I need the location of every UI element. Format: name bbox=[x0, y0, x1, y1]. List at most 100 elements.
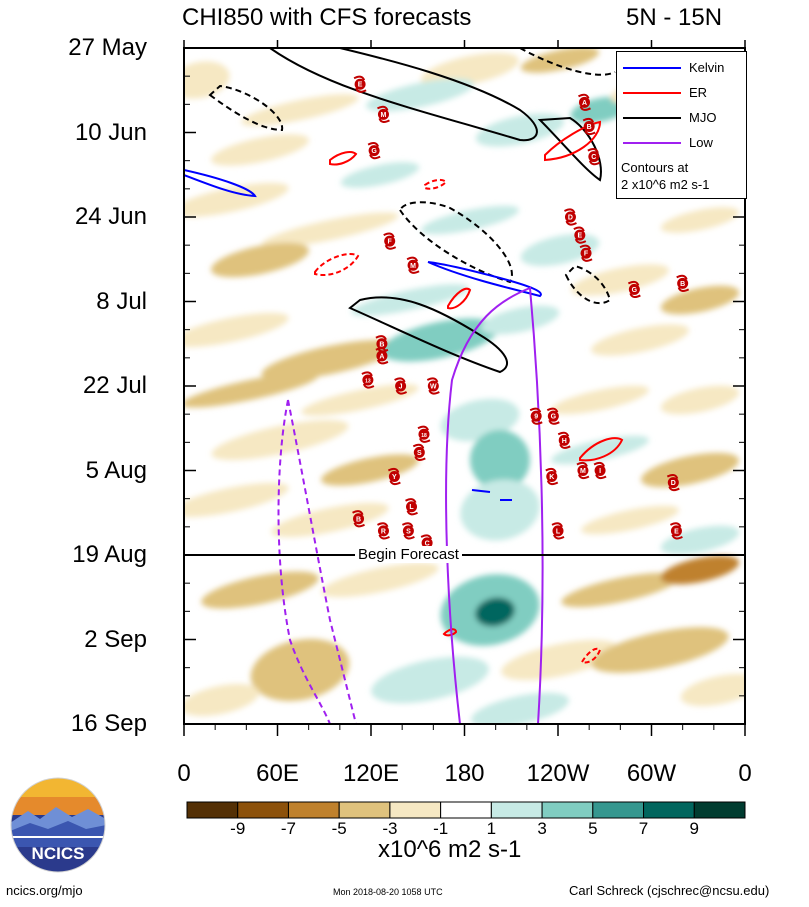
legend-er: ER bbox=[621, 83, 746, 103]
storm-icon bbox=[583, 120, 595, 132]
storm-marker: F bbox=[579, 244, 593, 262]
field-cell bbox=[460, 479, 540, 541]
storm-label: E bbox=[674, 528, 679, 535]
field-cell bbox=[261, 340, 399, 380]
storm-icon bbox=[578, 96, 590, 108]
storm-label: 9 bbox=[534, 414, 538, 421]
storm-icon bbox=[402, 525, 414, 537]
y-tick-label: 22 Jul bbox=[82, 372, 147, 399]
kelvin-contour bbox=[427, 261, 542, 298]
field-cell bbox=[184, 61, 230, 99]
field-cell bbox=[680, 673, 745, 707]
storm-label: A bbox=[379, 353, 384, 360]
colorbar-tick-label: 3 bbox=[537, 819, 547, 838]
field-cell bbox=[660, 525, 740, 555]
mjo-contour bbox=[519, 48, 616, 76]
legend-mjo: MJO bbox=[621, 108, 746, 128]
storm-icon bbox=[546, 471, 558, 483]
field-cell bbox=[184, 312, 289, 348]
storm-marker: K bbox=[545, 467, 559, 486]
field-cell bbox=[591, 324, 689, 356]
legend-note: Contours at 2 x10^6 m2 s-1 bbox=[621, 159, 709, 193]
colorbar-tick-label: 1 bbox=[486, 819, 497, 838]
storm-label: D bbox=[568, 215, 573, 222]
storm-label: B bbox=[379, 341, 384, 348]
field-cell bbox=[520, 48, 600, 73]
axis-ticks bbox=[183, 40, 746, 736]
storm-marker: E bbox=[353, 75, 367, 93]
field-cell bbox=[301, 384, 419, 416]
storm-marker: W bbox=[426, 377, 440, 395]
mjo-swatch bbox=[623, 117, 681, 119]
storm-icon bbox=[413, 446, 425, 458]
storm-label: Y bbox=[392, 474, 397, 481]
legend-low-label: Low bbox=[689, 135, 713, 150]
colorbar-bin bbox=[693, 801, 746, 819]
colorbar-tick-label: 9 bbox=[689, 819, 699, 838]
storm-marker: B bbox=[375, 335, 389, 353]
storm-label: K bbox=[549, 474, 554, 481]
storm-label: J bbox=[399, 384, 403, 391]
mjo-contour bbox=[398, 201, 513, 284]
storm-icon bbox=[580, 247, 592, 259]
field-cell bbox=[475, 597, 515, 627]
storm-icon bbox=[388, 471, 400, 483]
colorbar-tick-label: 5 bbox=[588, 819, 598, 838]
colorbar-tick-label: -1 bbox=[433, 819, 449, 838]
storm-marker: D bbox=[666, 473, 680, 492]
storm-label: C bbox=[425, 540, 430, 547]
wave-contours bbox=[184, 48, 624, 724]
footer-timestamp: Mon 2018-08-20 1058 UTC bbox=[333, 887, 443, 897]
kelvin-swatch bbox=[623, 67, 681, 69]
field-cell bbox=[340, 162, 420, 188]
storm-label: M bbox=[381, 112, 387, 119]
storm-icon bbox=[362, 374, 374, 386]
storm-icon bbox=[677, 277, 689, 289]
storm-icon bbox=[353, 513, 365, 525]
storm-marker: H bbox=[557, 431, 571, 449]
storm-icon bbox=[384, 235, 396, 247]
storm-label: H bbox=[562, 438, 567, 445]
legend-low: Low bbox=[621, 133, 746, 153]
storm-marker: E bbox=[573, 226, 587, 244]
mjo-contour bbox=[348, 296, 508, 374]
storm-icon bbox=[406, 501, 418, 513]
storm-icon bbox=[564, 211, 576, 223]
field-cell bbox=[421, 52, 519, 88]
y-tick-label: 16 Sep bbox=[70, 710, 147, 737]
storm-label: E bbox=[358, 82, 363, 89]
storm-icon bbox=[558, 434, 570, 446]
y-tick-label: 10 Jun bbox=[74, 118, 147, 146]
field-cell bbox=[660, 207, 740, 233]
field-cell bbox=[551, 435, 649, 465]
y-tick-label: 5 Aug bbox=[85, 456, 147, 484]
x-tick-label: 60E bbox=[256, 760, 299, 787]
storm-icon bbox=[407, 259, 419, 271]
chart-region: 5N - 15N bbox=[626, 4, 723, 31]
storm-label: R bbox=[381, 528, 386, 535]
footer-author: Carl Schreck (cjschrec@ncsu.edu) bbox=[569, 883, 770, 898]
storm-marker: 9 bbox=[529, 407, 543, 425]
storm-label: M bbox=[580, 468, 586, 475]
storm-marker: J bbox=[394, 377, 408, 395]
storm-label: C bbox=[591, 154, 596, 161]
storm-label: L bbox=[556, 528, 561, 535]
storm-label: L bbox=[409, 504, 414, 511]
storm-icon bbox=[377, 108, 389, 120]
field-cell bbox=[211, 420, 349, 460]
field-cell bbox=[184, 372, 319, 408]
anomaly-field bbox=[184, 48, 745, 724]
field-cell bbox=[501, 639, 619, 681]
storm-marker: M bbox=[406, 256, 420, 274]
field-cell bbox=[660, 285, 740, 315]
colorbar-tick-label: -7 bbox=[280, 819, 297, 838]
footer-url[interactable]: ncics.org/mjo bbox=[6, 883, 83, 898]
field-cell bbox=[371, 656, 489, 704]
storm-icon bbox=[577, 465, 589, 476]
storm-icon bbox=[395, 380, 407, 392]
begin-forecast-label: Begin Forecast bbox=[355, 546, 462, 563]
field-cell bbox=[250, 638, 350, 702]
storm-marker: 13 bbox=[361, 371, 375, 389]
mjo-contour bbox=[208, 84, 284, 132]
